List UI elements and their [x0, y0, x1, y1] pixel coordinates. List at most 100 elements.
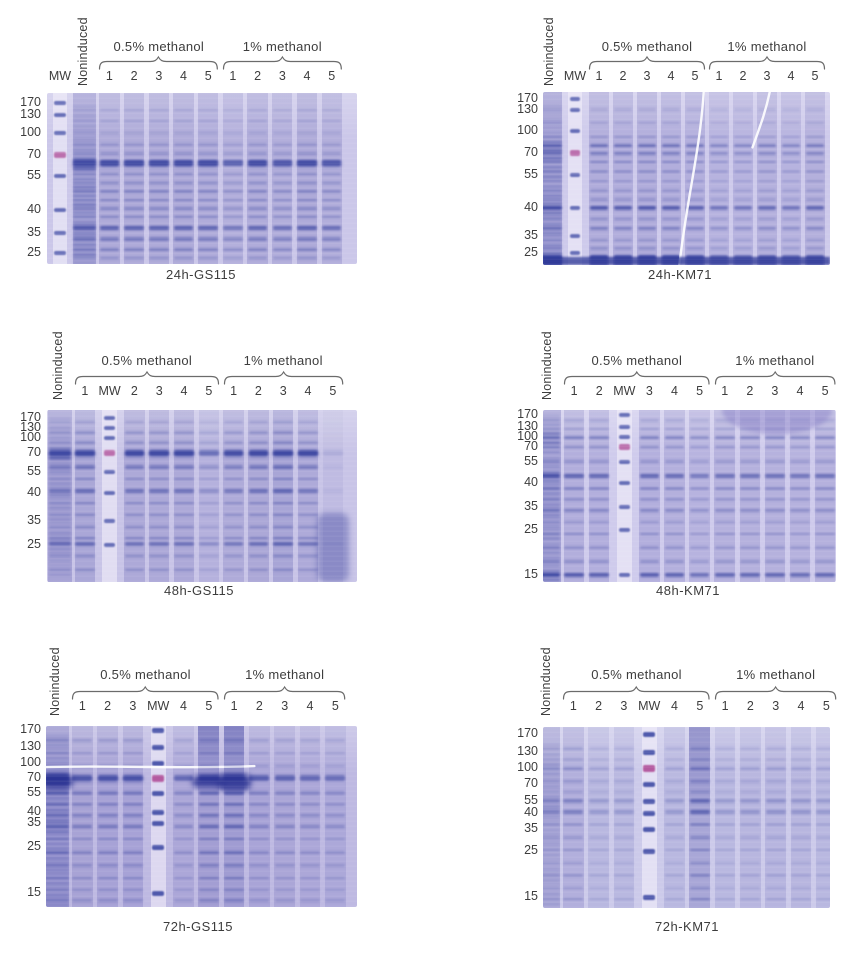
- sample-lane-strip: [733, 92, 753, 265]
- protein-band: [46, 869, 69, 872]
- protein-band: [589, 560, 610, 563]
- protein-band: [543, 844, 560, 848]
- protein-band: [274, 775, 295, 782]
- protein-band: [765, 546, 785, 549]
- protein-band: [543, 758, 560, 761]
- sample-lane-strip: [123, 93, 145, 264]
- protein-band: [300, 864, 320, 867]
- protein-band: [790, 487, 810, 490]
- protein-band: [149, 568, 169, 572]
- protein-band: [689, 780, 710, 783]
- protein-band: [689, 573, 710, 577]
- protein-band: [75, 450, 95, 456]
- protein-band: [765, 861, 786, 864]
- protein-band: [685, 108, 705, 111]
- protein-band: [122, 751, 143, 755]
- protein-band: [174, 542, 194, 546]
- protein-band: [543, 460, 561, 463]
- protein-band: [75, 477, 95, 481]
- protein-band: [564, 460, 584, 463]
- protein-band: [589, 179, 609, 183]
- protein-band: [173, 899, 194, 902]
- protein-band: [173, 108, 194, 112]
- protein-band: [73, 242, 96, 246]
- protein-band: [781, 108, 801, 111]
- protein-band: [543, 104, 562, 107]
- protein-band: [781, 254, 801, 261]
- protein-band: [791, 836, 811, 839]
- protein-band: [272, 172, 292, 176]
- protein-band: [149, 554, 169, 558]
- protein-band: [248, 501, 269, 505]
- protein-band: [72, 813, 93, 818]
- sample-lane-strip: [789, 410, 811, 582]
- protein-band: [543, 160, 562, 164]
- protein-band: [589, 160, 609, 164]
- mw-marker-label: 100: [20, 755, 41, 769]
- protein-band: [224, 813, 245, 818]
- lane-label: 1: [569, 699, 577, 713]
- protein-band: [816, 848, 830, 852]
- group-bracket: [222, 55, 342, 70]
- protein-band: [199, 465, 219, 469]
- protein-band: [815, 435, 835, 440]
- protein-band: [790, 460, 810, 463]
- protein-band: [198, 190, 218, 193]
- protein-band: [733, 206, 753, 210]
- protein-band: [757, 217, 777, 221]
- protein-band: [99, 160, 120, 167]
- protein-band: [46, 851, 69, 854]
- protein-band: [790, 445, 810, 449]
- protein-band: [223, 568, 244, 572]
- protein-band: [613, 799, 634, 803]
- protein-band: [664, 509, 685, 512]
- protein-band: [589, 435, 610, 440]
- group-bracket: [99, 55, 219, 70]
- protein-band: [149, 501, 169, 505]
- protein-band: [715, 747, 736, 750]
- protein-band: [73, 203, 96, 206]
- protein-band: [714, 445, 735, 449]
- protein-band: [174, 536, 194, 540]
- protein-band: [174, 465, 194, 469]
- protein-band: [765, 848, 786, 852]
- protein-band: [543, 140, 562, 144]
- protein-band: [709, 151, 729, 156]
- protein-band: [816, 780, 830, 783]
- protein-band: [613, 217, 633, 221]
- protein-band: [174, 450, 194, 456]
- protein-band: [715, 861, 736, 864]
- protein-band: [173, 181, 194, 185]
- sample-lane-strip: [122, 726, 144, 907]
- protein-band: [815, 419, 835, 422]
- sample-lane-strip: [543, 92, 563, 265]
- protein-band: [325, 803, 346, 806]
- protein-band: [613, 254, 633, 261]
- protein-band: [739, 498, 760, 501]
- protein-band: [272, 237, 292, 241]
- protein-band: [685, 179, 705, 183]
- protein-band: [199, 441, 219, 444]
- protein-band: [73, 160, 96, 167]
- protein-band: [543, 498, 561, 501]
- group-label: 0.5% methanol: [100, 667, 191, 682]
- smear-artifact: [198, 726, 220, 792]
- protein-band: [247, 215, 268, 219]
- protein-band: [739, 460, 760, 463]
- protein-band: [805, 160, 825, 164]
- protein-band: [543, 432, 561, 435]
- group-bracket: [74, 370, 219, 385]
- protein-band: [765, 474, 785, 478]
- protein-band: [563, 848, 584, 852]
- protein-band: [48, 547, 72, 551]
- protein-band: [173, 851, 194, 854]
- protein-band: [661, 151, 681, 156]
- protein-band: [48, 542, 72, 546]
- protein-band: [223, 513, 244, 517]
- noninduced-label: Noninduced: [48, 647, 62, 716]
- protein-band: [664, 848, 685, 852]
- protein-band: [198, 160, 218, 167]
- protein-band: [564, 573, 584, 577]
